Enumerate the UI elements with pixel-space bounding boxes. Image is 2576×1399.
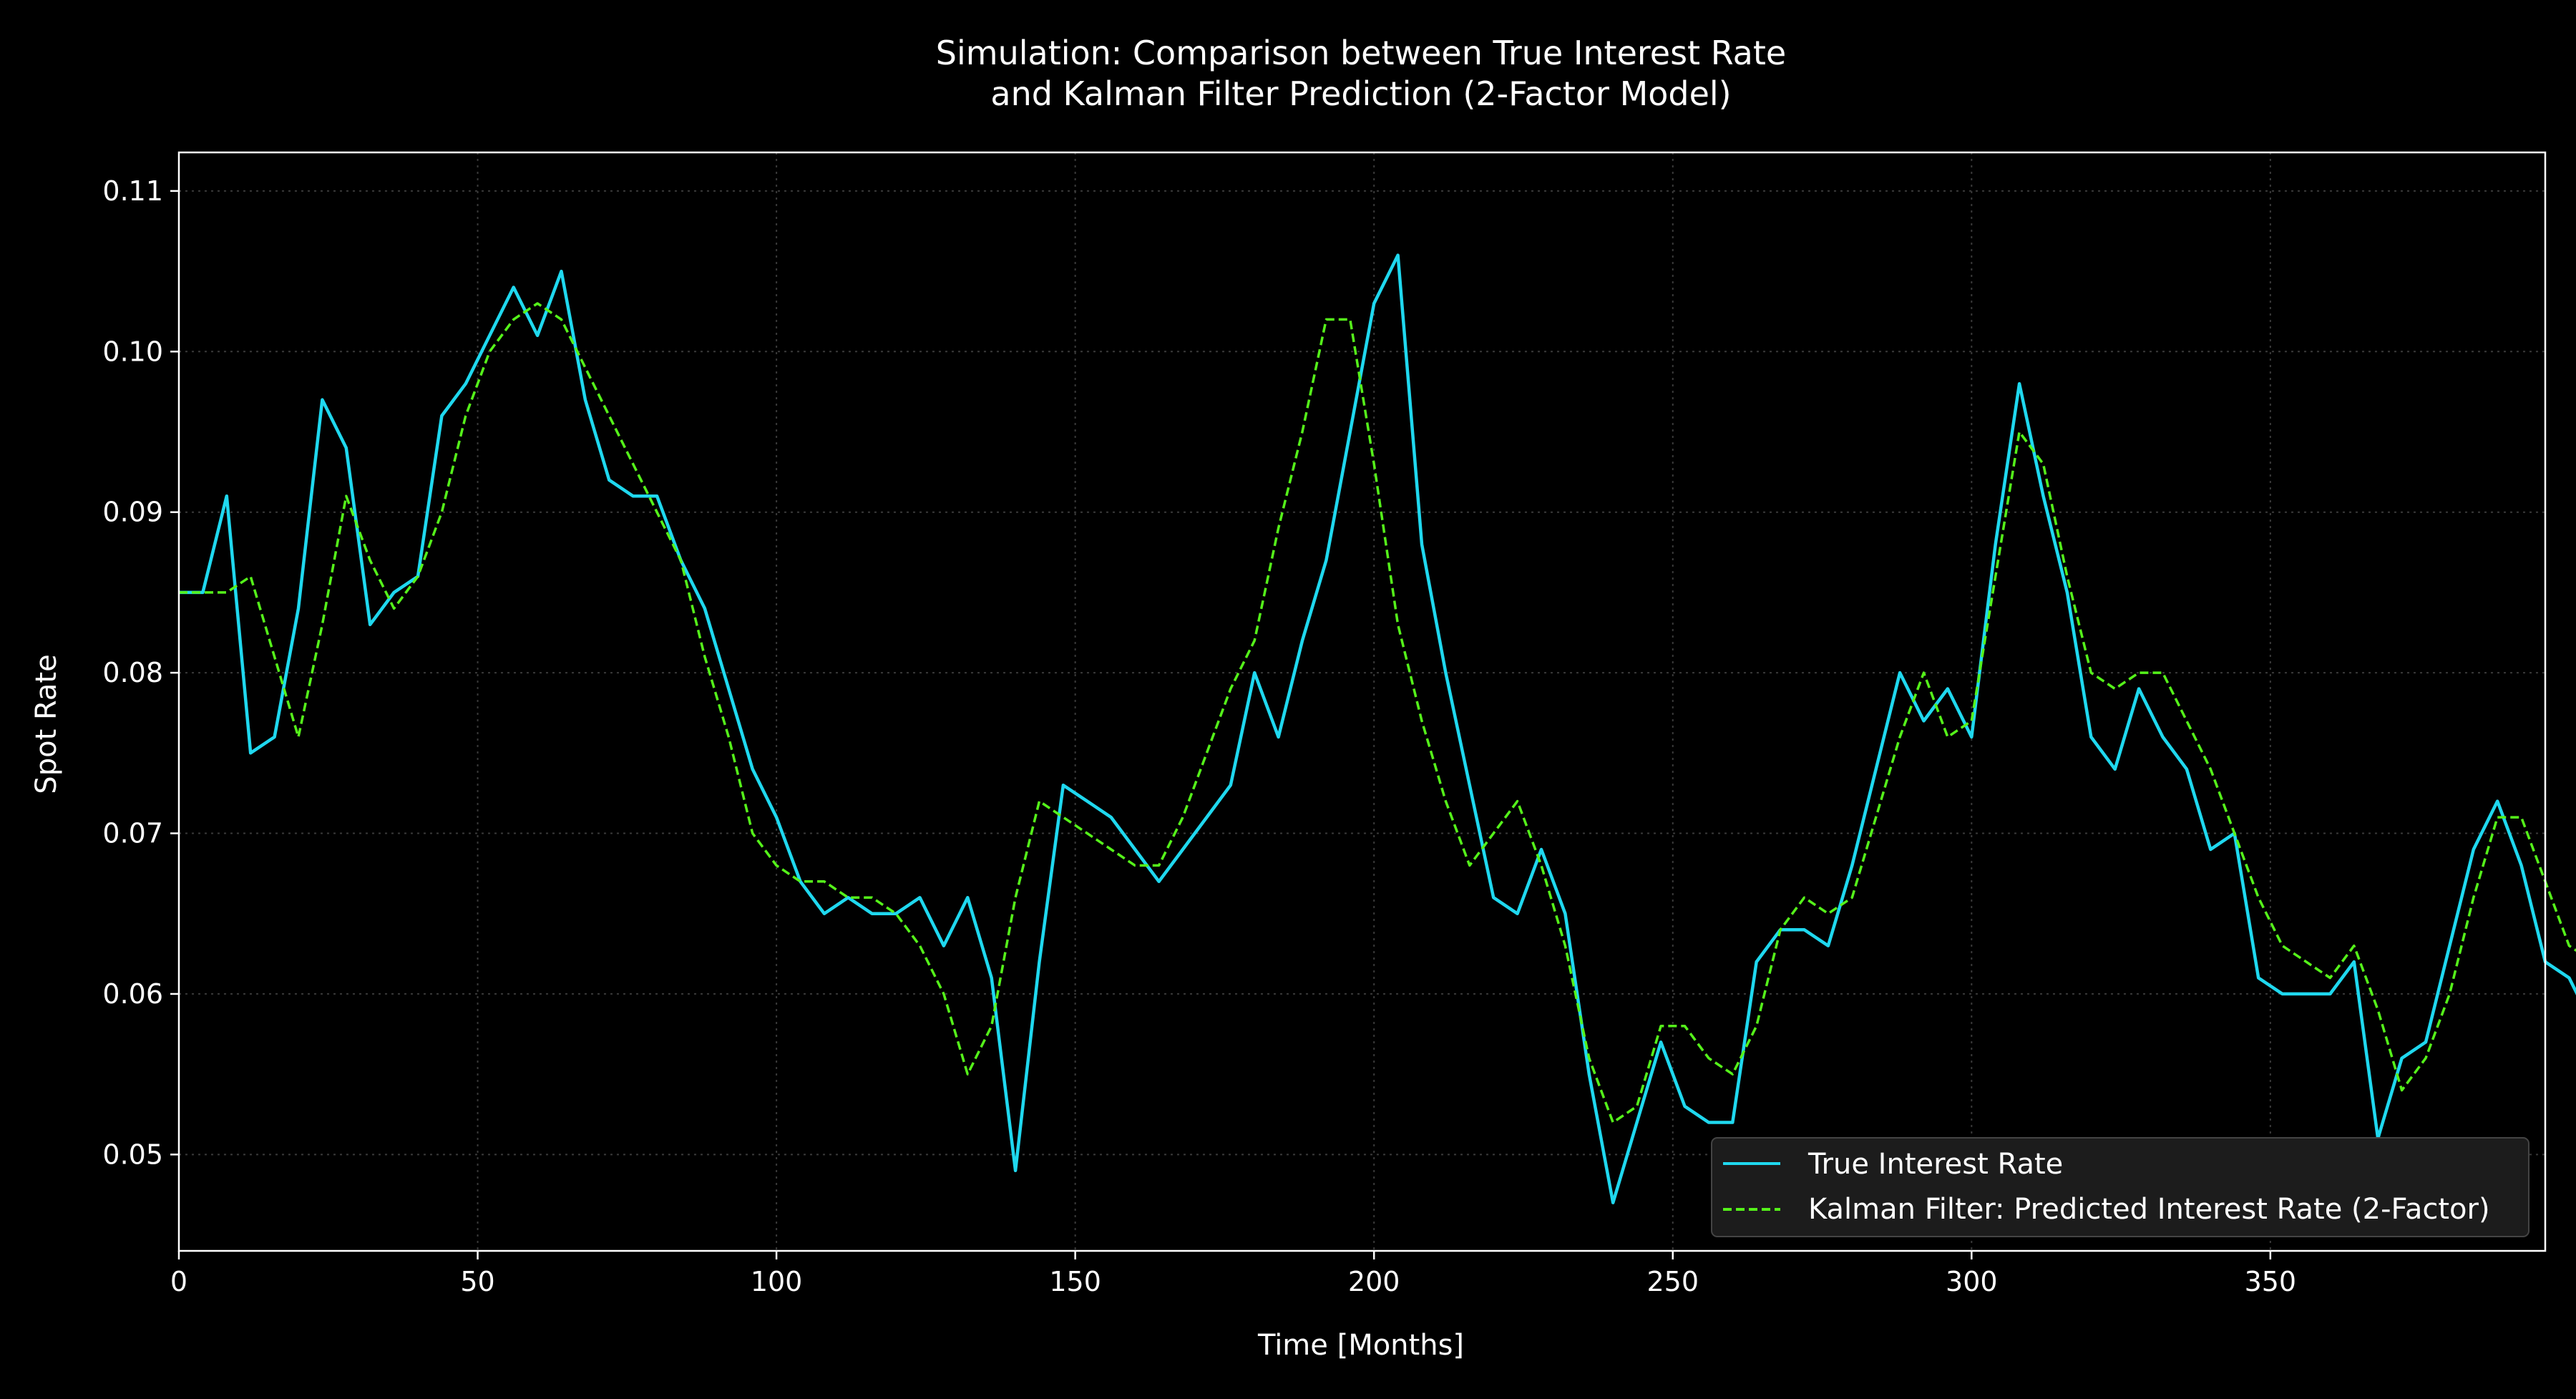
x-tick-label: 300: [1946, 1266, 1998, 1297]
series-layer: [179, 253, 2576, 1204]
x-tick-label: 50: [460, 1266, 494, 1297]
legend-label-kalman-prediction: Kalman Filter: Predicted Interest Rate (…: [1808, 1193, 2490, 1226]
x-tick-label: 100: [751, 1266, 803, 1297]
y-tick-label: 0.07: [102, 818, 163, 849]
y-axis-label: Spot Rate: [30, 654, 63, 794]
plot-area: [179, 152, 2545, 1251]
legend: True Interest Rate Kalman Filter: Predic…: [1711, 1137, 2529, 1237]
chart-title-line-2: and Kalman Filter Prediction (2-Factor M…: [990, 74, 1731, 113]
y-tick-label: 0.10: [102, 336, 163, 367]
y-tick-label: 0.11: [102, 175, 163, 207]
x-tick-label: 350: [2245, 1266, 2297, 1297]
legend-box: [1711, 1137, 2529, 1237]
chart-title-line-1: Simulation: Comparison between True Inte…: [936, 34, 1786, 72]
series-line-kalman-prediction: [179, 302, 2576, 1124]
x-tick-label: 250: [1646, 1266, 1699, 1297]
y-tick-label: 0.06: [102, 978, 163, 1010]
legend-label-true-rate: True Interest Rate: [1807, 1148, 2063, 1181]
x-tick-label: 150: [1049, 1266, 1101, 1297]
x-axis-label: Time [Months]: [1257, 1329, 1464, 1362]
axis-layer: 0 50 100 150 200 250 300 350 0.05 0.06 0.07 0.08 0.0…: [102, 175, 2296, 1297]
y-tick-label: 0.08: [102, 657, 163, 688]
x-tick-label: 0: [170, 1266, 187, 1297]
x-tick-label: 200: [1348, 1266, 1400, 1297]
plot-frame: [177, 151, 2547, 1252]
grid-layer: [178, 152, 2545, 1251]
series-line-true-rate: [179, 253, 2576, 1204]
y-tick-label: 0.05: [102, 1139, 163, 1170]
y-tick-label: 0.09: [102, 497, 163, 528]
